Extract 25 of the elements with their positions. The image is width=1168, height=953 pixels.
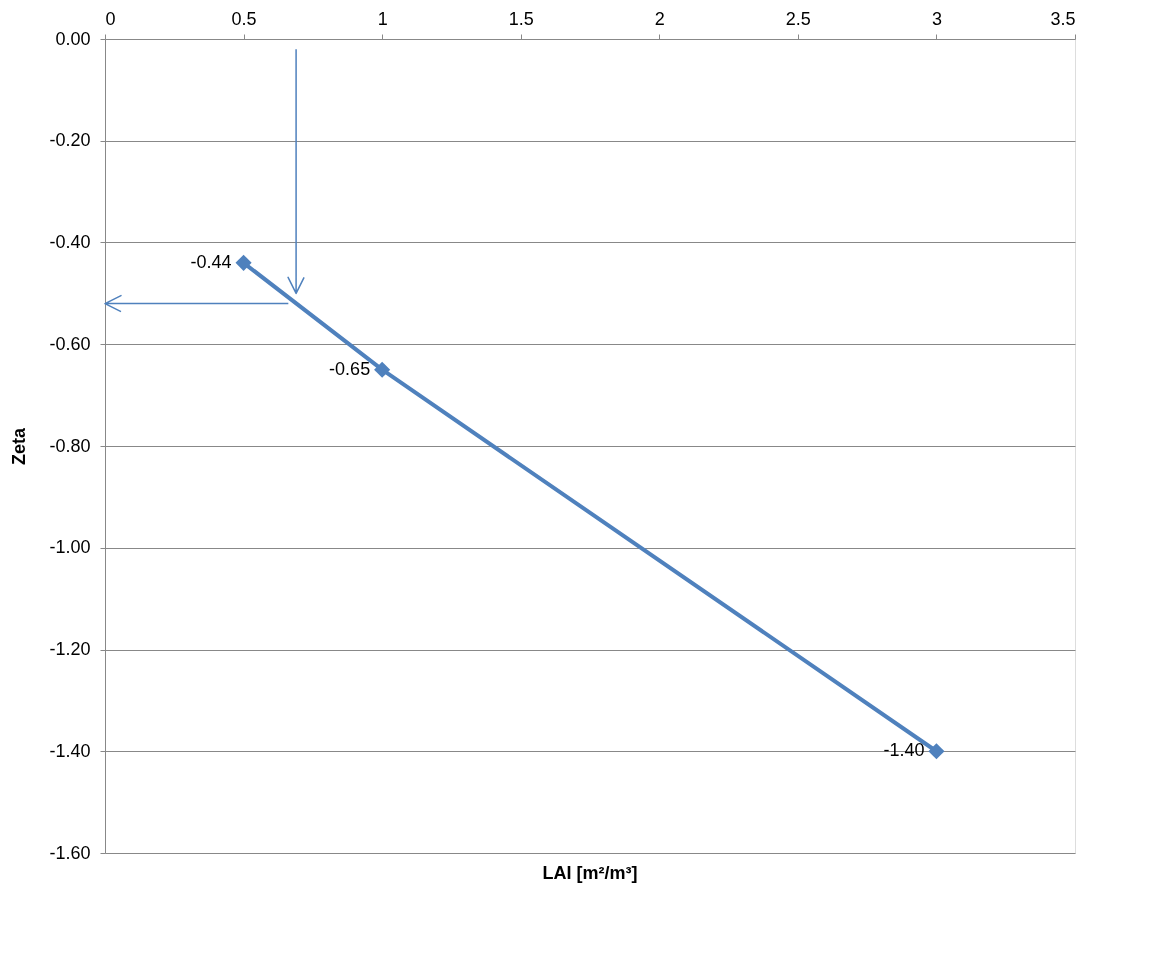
x-tick-label: 0 [105, 8, 116, 29]
x-tick-label: 0.5 [231, 8, 257, 29]
x-tick-label: 1 [377, 8, 388, 29]
point [928, 743, 945, 760]
x-tick-label: 1.5 [508, 8, 534, 29]
y-tick-label: -1.20 [49, 639, 91, 659]
x-tick-label: 2 [654, 8, 665, 29]
x-tick-label: 2.5 [785, 8, 811, 29]
y-tick-label: -1.40 [49, 740, 91, 761]
point [374, 361, 391, 378]
x-tick-label: 3 [931, 8, 942, 29]
y-tick-label: -0.60 [49, 333, 91, 354]
data-label: -1.40 [883, 740, 925, 761]
y-tick-label: -0.40 [49, 232, 91, 252]
x-tick-label: 3.5 [1050, 8, 1076, 29]
y-tick-label: 0.00 [55, 28, 91, 49]
y-axis-title: Zeta [9, 427, 30, 466]
data-label: -0.65 [329, 358, 371, 379]
y-tick-label: -1.00 [49, 537, 91, 558]
point [235, 254, 252, 271]
y-tick-label: -1.60 [49, 842, 91, 863]
x-axis-title: LAI [m²/m³] [542, 863, 638, 883]
data-label: -0.44 [190, 251, 232, 272]
y-tick-label: -0.80 [49, 435, 91, 456]
y-tick-label: -0.20 [49, 130, 91, 151]
